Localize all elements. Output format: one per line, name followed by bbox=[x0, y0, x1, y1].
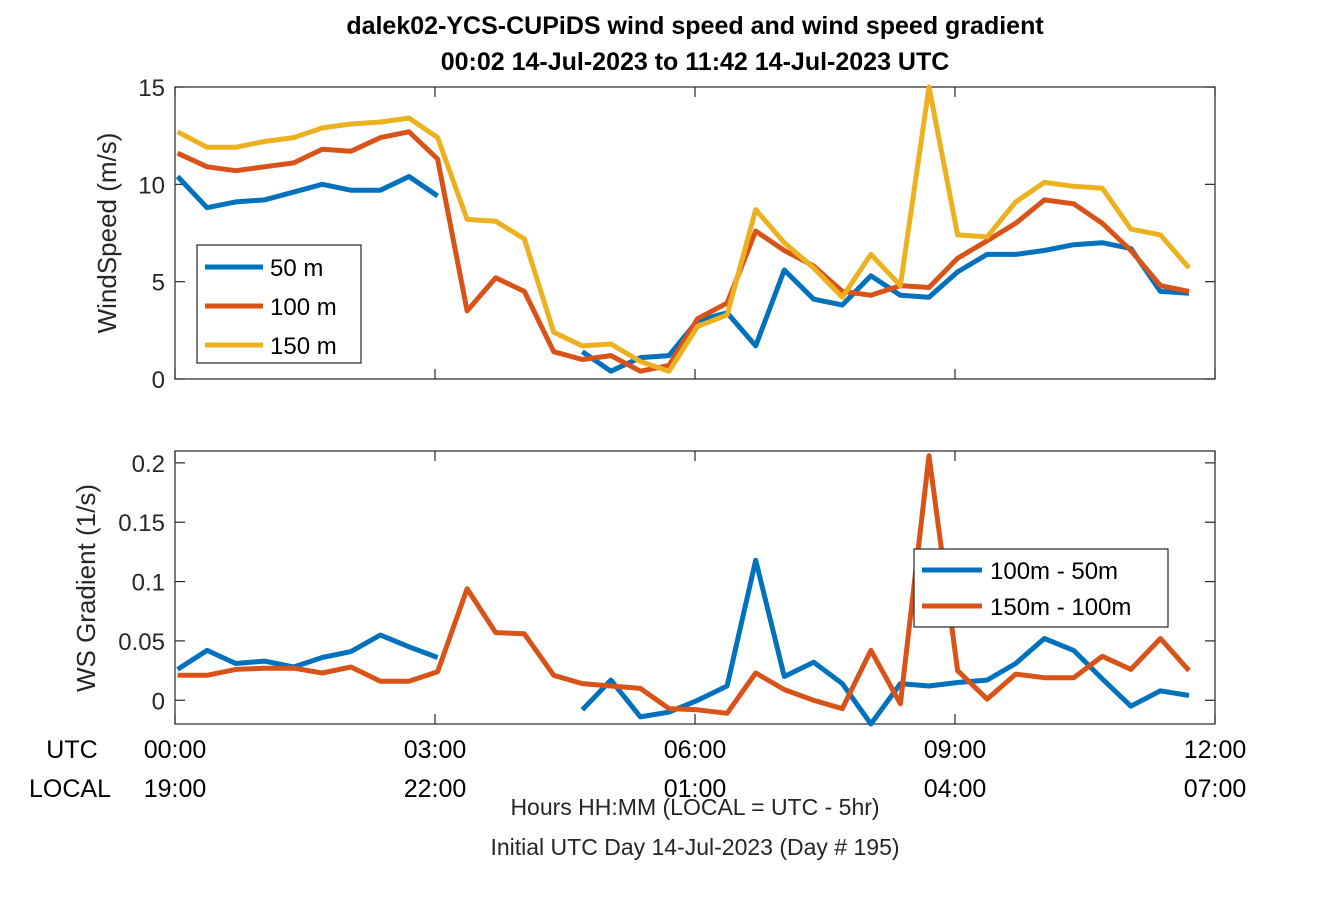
gradient-y-tick-label: 0.15 bbox=[118, 510, 165, 537]
utc-tick-label: 12:00 bbox=[1184, 736, 1247, 764]
windspeed-x-ticks bbox=[174, 87, 1216, 379]
x-axis-label-line1: Hours HH:MM (LOCAL = UTC - 5hr) bbox=[510, 794, 879, 820]
gradient-y-tick-label: 0 bbox=[152, 688, 165, 715]
x-axis-label-line2: Initial UTC Day 14-Jul-2023 (Day # 195) bbox=[490, 834, 899, 860]
windspeed-y-tick-label: 5 bbox=[152, 270, 165, 297]
gradient-legend-box bbox=[913, 548, 1169, 628]
gradient-legend: 100m - 50m 150m - 100m bbox=[913, 548, 1169, 628]
utc-tick-label: 00:00 bbox=[144, 736, 207, 764]
local-tick-label: 22:00 bbox=[404, 775, 467, 803]
gradient-series-150m-100m bbox=[177, 453, 1191, 716]
windspeed-y-tick-label: 15 bbox=[138, 75, 165, 102]
gradient-x-ticks bbox=[174, 451, 1216, 724]
windspeed-series-100-m bbox=[176, 129, 1190, 374]
legend-label-100m: 100 m bbox=[270, 294, 337, 321]
local-tick-labels: 19:00 22:00 01:00 04:00 07:00 bbox=[144, 775, 1247, 803]
windspeed-series-150-m bbox=[176, 84, 1191, 374]
gradient-y-tick-label: 0.2 bbox=[132, 451, 165, 478]
utc-tick-label: 06:00 bbox=[664, 736, 727, 764]
windspeed-legend: 50 m 100 m 150 m bbox=[196, 244, 362, 364]
gradient-y-tick-label: 0.05 bbox=[118, 629, 165, 656]
legend-label-150m-100m: 150m - 100m bbox=[990, 594, 1131, 621]
windspeed-y-axis-label: WindSpeed (m/s) bbox=[92, 133, 122, 334]
local-tick-label: 04:00 bbox=[924, 775, 987, 803]
windspeed-y-ticks: 0 5 10 15 bbox=[138, 75, 1215, 394]
local-tick-label: 07:00 bbox=[1184, 775, 1247, 803]
windspeed-y-tick-label: 10 bbox=[138, 172, 165, 199]
utc-tick-label: 03:00 bbox=[404, 736, 467, 764]
chart-title-line1: dalek02-YCS-CUPiDS wind speed and wind s… bbox=[346, 12, 1044, 40]
gradient-y-tick-label: 0.1 bbox=[132, 570, 165, 597]
windspeed-y-tick-label: 0 bbox=[152, 367, 165, 394]
local-tick-label: 01:00 bbox=[664, 775, 727, 803]
utc-row-label: UTC bbox=[46, 736, 97, 764]
legend-label-50m: 50 m bbox=[270, 255, 323, 282]
local-row-label: LOCAL bbox=[29, 775, 111, 803]
legend-label-100m-50m: 100m - 50m bbox=[990, 558, 1118, 585]
gradient-series-lines bbox=[176, 453, 1191, 727]
gradient-y-ticks: 0 0.05 0.1 0.15 0.2 bbox=[118, 451, 1215, 715]
windspeed-series-lines bbox=[175, 84, 1191, 374]
gradient-series-100m-50m bbox=[176, 632, 439, 672]
utc-tick-label: 09:00 bbox=[924, 736, 987, 764]
utc-tick-labels: 00:00 03:00 06:00 09:00 12:00 bbox=[144, 736, 1247, 764]
windspeed-series-50-m bbox=[175, 174, 440, 211]
chart-title-line2: 00:02 14-Jul-2023 to 11:42 14-Jul-2023 U… bbox=[441, 48, 950, 76]
legend-label-150m: 150 m bbox=[270, 333, 337, 360]
windspeed-panel: 0 5 10 15 WindSpeed (m/s) 50 m 100 m 150 m bbox=[92, 75, 1216, 394]
local-tick-label: 19:00 bbox=[144, 775, 207, 803]
gradient-panel: 0 0.05 0.1 0.15 0.2 WS Gradient (1/s) 100m -… bbox=[71, 450, 1216, 727]
gradient-y-axis-label: WS Gradient (1/s) bbox=[71, 484, 101, 692]
